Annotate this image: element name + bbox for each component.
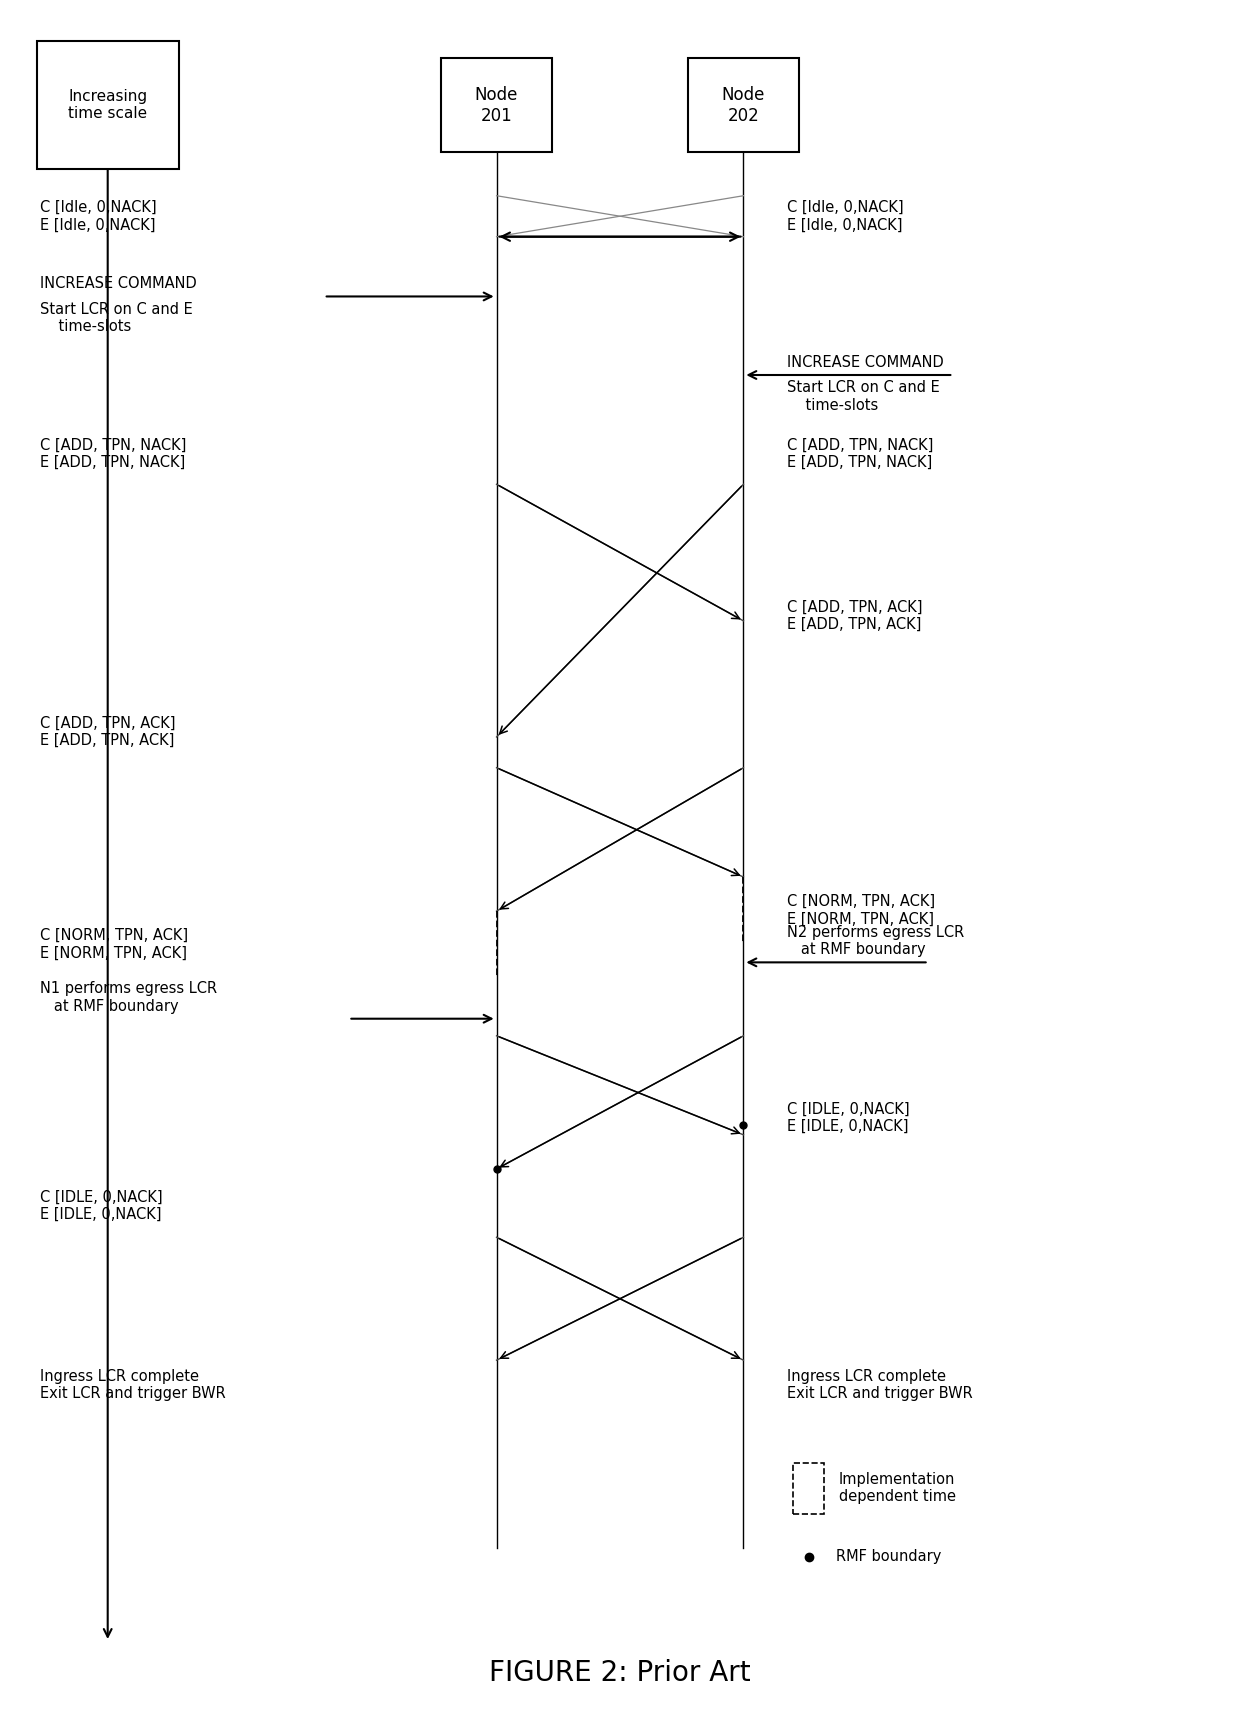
Text: C [NORM, TPN, ACK]
E [NORM, TPN, ACK]: C [NORM, TPN, ACK] E [NORM, TPN, ACK]	[40, 928, 188, 961]
Text: Node
202: Node 202	[722, 86, 765, 125]
Text: INCREASE COMMAND: INCREASE COMMAND	[786, 355, 944, 370]
Text: C [ADD, TPN, ACK]
E [ADD, TPN, ACK]: C [ADD, TPN, ACK] E [ADD, TPN, ACK]	[40, 716, 175, 749]
Text: N2 performs egress LCR
   at RMF boundary: N2 performs egress LCR at RMF boundary	[786, 925, 963, 958]
FancyBboxPatch shape	[794, 1463, 825, 1514]
Text: Implementation
dependent time: Implementation dependent time	[839, 1471, 956, 1504]
FancyBboxPatch shape	[37, 41, 179, 170]
Text: C [ADD, TPN, ACK]
E [ADD, TPN, ACK]: C [ADD, TPN, ACK] E [ADD, TPN, ACK]	[786, 600, 923, 632]
Text: Start LCR on C and E
    time-slots: Start LCR on C and E time-slots	[786, 380, 940, 413]
Text: Increasing
time scale: Increasing time scale	[68, 89, 148, 122]
Text: C [Idle, 0,NACK]
E [Idle, 0,NACK]: C [Idle, 0,NACK] E [Idle, 0,NACK]	[786, 200, 903, 233]
Text: FIGURE 2: Prior Art: FIGURE 2: Prior Art	[490, 1658, 750, 1687]
FancyBboxPatch shape	[688, 58, 799, 152]
Text: C [NORM, TPN, ACK]
E [NORM, TPN, ACK]: C [NORM, TPN, ACK] E [NORM, TPN, ACK]	[786, 894, 935, 927]
Text: Node
201: Node 201	[475, 86, 518, 125]
FancyBboxPatch shape	[441, 58, 552, 152]
Text: C [ADD, TPN, NACK]
E [ADD, TPN, NACK]: C [ADD, TPN, NACK] E [ADD, TPN, NACK]	[40, 437, 186, 469]
Text: C [Idle, 0,NACK]
E [Idle, 0,NACK]: C [Idle, 0,NACK] E [Idle, 0,NACK]	[40, 200, 156, 233]
Text: C [IDLE, 0,NACK]
E [IDLE, 0,NACK]: C [IDLE, 0,NACK] E [IDLE, 0,NACK]	[786, 1101, 909, 1134]
Text: C [IDLE, 0,NACK]
E [IDLE, 0,NACK]: C [IDLE, 0,NACK] E [IDLE, 0,NACK]	[40, 1189, 162, 1221]
Text: Ingress LCR complete
Exit LCR and trigger BWR: Ingress LCR complete Exit LCR and trigge…	[40, 1369, 226, 1401]
Text: C [ADD, TPN, NACK]
E [ADD, TPN, NACK]: C [ADD, TPN, NACK] E [ADD, TPN, NACK]	[786, 437, 932, 469]
Text: N1 performs egress LCR
   at RMF boundary: N1 performs egress LCR at RMF boundary	[40, 982, 217, 1014]
Text: Ingress LCR complete
Exit LCR and trigger BWR: Ingress LCR complete Exit LCR and trigge…	[786, 1369, 972, 1401]
Text: RMF boundary: RMF boundary	[836, 1549, 941, 1564]
Text: Start LCR on C and E
    time-slots: Start LCR on C and E time-slots	[40, 301, 192, 334]
Text: INCREASE COMMAND: INCREASE COMMAND	[40, 276, 197, 291]
